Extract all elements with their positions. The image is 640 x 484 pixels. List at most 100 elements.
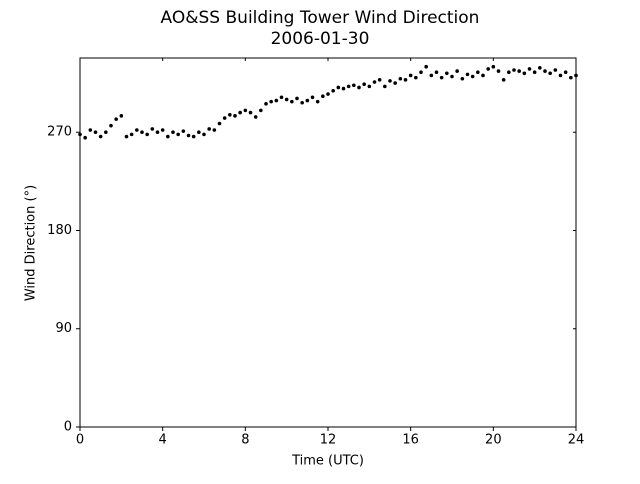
point — [414, 75, 418, 80]
point — [398, 76, 403, 81]
point — [264, 102, 268, 106]
point — [129, 132, 134, 137]
point — [181, 129, 186, 133]
y-tick-label: 270 — [47, 125, 72, 140]
point — [88, 128, 93, 132]
point — [300, 100, 304, 105]
point — [517, 69, 521, 73]
point — [207, 127, 211, 131]
point — [357, 85, 361, 90]
point — [202, 132, 206, 137]
point — [532, 70, 537, 74]
plot-frame — [79, 57, 577, 428]
point — [481, 73, 485, 78]
point — [476, 70, 480, 74]
x-tick-label: 0 — [76, 433, 84, 448]
chart-subtitle: 2006-01-30 — [271, 29, 370, 49]
point — [563, 70, 568, 74]
point — [98, 134, 103, 139]
point — [574, 73, 578, 78]
point — [512, 68, 516, 72]
point — [445, 71, 449, 76]
point — [388, 79, 392, 83]
point — [377, 78, 382, 82]
point — [114, 117, 118, 121]
point — [160, 128, 165, 132]
point — [150, 127, 155, 131]
point — [166, 134, 170, 139]
point — [501, 78, 506, 82]
point — [419, 70, 423, 74]
point — [191, 134, 196, 139]
point — [305, 98, 310, 103]
chart-title: AO&SS Building Tower Wind Direction — [161, 8, 480, 28]
point — [109, 123, 113, 128]
point — [434, 70, 439, 74]
point — [171, 130, 175, 135]
point — [543, 69, 547, 73]
point — [78, 132, 82, 137]
point — [145, 132, 149, 137]
point — [93, 130, 98, 135]
x-tick-label: 8 — [241, 433, 249, 448]
point — [496, 69, 501, 73]
point — [429, 73, 434, 78]
point — [336, 85, 341, 90]
point — [238, 110, 242, 115]
point — [310, 95, 315, 100]
point — [383, 84, 387, 89]
point — [83, 135, 87, 140]
point — [439, 75, 444, 80]
point — [460, 76, 465, 81]
point — [315, 99, 320, 104]
x-tick-label: 4 — [159, 433, 167, 448]
point — [341, 86, 346, 91]
point — [274, 98, 279, 103]
y-tick-label: 90 — [55, 321, 72, 336]
point — [222, 116, 227, 120]
point — [135, 128, 139, 132]
point — [362, 82, 366, 87]
x-axis-label: Time (UTC) — [291, 454, 364, 469]
point — [331, 88, 335, 93]
point — [352, 83, 356, 88]
point — [326, 92, 330, 96]
point — [233, 114, 237, 118]
point — [217, 121, 222, 126]
point — [212, 128, 217, 132]
point — [465, 72, 470, 77]
point — [284, 97, 289, 102]
point — [295, 96, 299, 101]
y-tick-label: 0 — [64, 420, 72, 435]
point — [140, 130, 144, 135]
point — [186, 133, 191, 138]
point — [522, 71, 527, 76]
point — [269, 99, 273, 104]
point — [470, 74, 475, 79]
point — [408, 73, 413, 78]
point — [569, 75, 573, 80]
x-tick-label: 16 — [402, 433, 419, 448]
point — [507, 70, 511, 74]
point — [455, 69, 459, 73]
point — [279, 95, 284, 100]
point — [104, 130, 108, 135]
point — [372, 80, 377, 84]
point — [321, 94, 325, 99]
point — [553, 68, 558, 72]
point — [558, 73, 563, 78]
x-tick-label: 20 — [485, 433, 502, 448]
point — [548, 71, 552, 76]
point — [290, 99, 294, 104]
point — [228, 112, 232, 117]
point — [367, 84, 372, 89]
point — [491, 64, 496, 69]
point — [486, 67, 490, 71]
point — [259, 108, 263, 113]
point — [450, 74, 454, 79]
point — [176, 132, 180, 137]
point — [119, 114, 124, 118]
point — [124, 134, 129, 139]
point — [538, 66, 542, 70]
